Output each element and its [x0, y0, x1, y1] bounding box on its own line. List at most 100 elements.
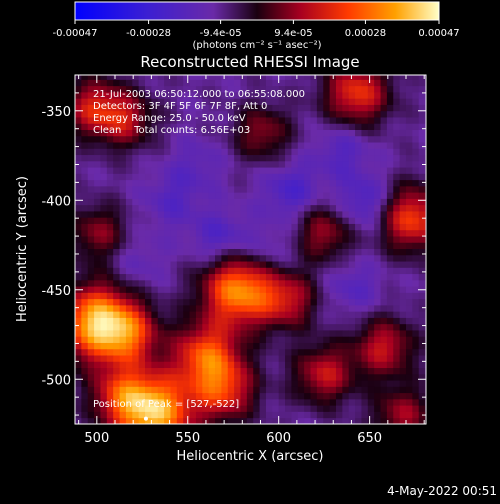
heatmap-cell [253, 355, 260, 362]
heatmap-cell [125, 386, 133, 394]
heatmap-cell [386, 304, 394, 312]
heatmap-cell [189, 173, 197, 181]
heatmap-cell [75, 248, 82, 256]
heatmap-cell [297, 98, 305, 105]
heatmap-cell [291, 160, 299, 168]
heatmap-cell [285, 348, 292, 356]
heatmap-cell [157, 92, 165, 99]
heatmap-cell [215, 355, 222, 362]
heatmap-cell [195, 405, 203, 412]
heatmap-cell [285, 386, 292, 394]
heatmap-cell [195, 110, 203, 118]
heatmap-cell [285, 85, 292, 93]
heatmap-cell [253, 229, 260, 237]
heatmap-cell [202, 92, 210, 99]
heatmap-cell [361, 373, 369, 381]
heatmap-cell [355, 361, 362, 369]
heatmap-cell [227, 129, 235, 137]
heatmap-cell [374, 117, 381, 124]
heatmap-cell [240, 398, 248, 406]
heatmap-cell [329, 92, 337, 99]
heatmap-cell [87, 386, 95, 394]
heatmap-cell [374, 317, 381, 325]
heatmap-cell [221, 92, 229, 99]
heatmap-cell [138, 160, 146, 168]
heatmap-cell [81, 342, 89, 350]
heatmap-cell [113, 98, 120, 105]
heatmap-cell [106, 217, 114, 224]
heatmap-cell [75, 254, 82, 262]
heatmap-cell [221, 98, 229, 105]
heatmap-cell [75, 355, 82, 362]
heatmap-cell [361, 254, 369, 262]
heatmap-cell [412, 304, 420, 312]
heatmap-cell [355, 117, 362, 124]
heatmap-cell [81, 92, 89, 99]
heatmap-cell [125, 292, 133, 300]
heatmap-cell [380, 286, 388, 293]
heatmap-cell [380, 342, 388, 350]
heatmap-cell [234, 373, 241, 381]
heatmap-cell [265, 380, 273, 387]
heatmap-cell [380, 292, 388, 300]
heatmap-cell [234, 142, 241, 149]
heatmap-cell [342, 323, 350, 331]
heatmap-cell [399, 367, 407, 375]
heatmap-cell [342, 92, 350, 99]
heatmap-cell [151, 361, 159, 369]
heatmap-cell [355, 311, 362, 318]
heatmap-cell [176, 75, 184, 80]
heatmap-cell [94, 185, 101, 193]
heatmap-cell [189, 217, 197, 224]
heatmap-cell [100, 173, 108, 181]
heatmap-cell [374, 273, 381, 281]
heatmap-cell [106, 311, 114, 318]
heatmap-cell [151, 160, 159, 168]
heatmap-cell [81, 355, 89, 362]
heatmap-cell [374, 254, 381, 262]
heatmap-cell [399, 135, 407, 143]
heatmap-cell [291, 286, 299, 293]
heatmap-cell [297, 167, 305, 174]
heatmap-cell [297, 85, 305, 93]
heatmap-cell [418, 317, 426, 325]
heatmap-cell [367, 229, 375, 237]
heatmap-cell [170, 179, 178, 187]
heatmap-cell [202, 405, 210, 412]
heatmap-cell [335, 323, 343, 331]
heatmap-cell [221, 160, 229, 168]
heatmap-cell [405, 223, 413, 231]
heatmap-cell [189, 179, 197, 187]
heatmap-cell [113, 117, 120, 124]
heatmap-cell [100, 185, 108, 193]
heatmap-cell [75, 298, 82, 306]
heatmap-cell [234, 167, 241, 174]
heatmap-cell [132, 148, 140, 156]
heatmap-cell [145, 405, 152, 412]
heatmap-cell [380, 317, 388, 325]
heatmap-cell [176, 85, 184, 93]
heatmap-cell [240, 311, 248, 318]
heatmap-cell [335, 211, 343, 218]
heatmap-cell [113, 286, 120, 293]
heatmap-cell [374, 98, 381, 105]
heatmap-cell [100, 229, 108, 237]
heatmap-cell [304, 198, 311, 206]
heatmap-cell [367, 242, 375, 250]
heatmap-cell [291, 317, 299, 325]
heatmap-cell [240, 342, 248, 350]
heatmap-cell [335, 292, 343, 300]
heatmap-cell [227, 117, 235, 124]
heatmap-cell [335, 342, 343, 350]
heatmap-cell [412, 142, 420, 149]
heatmap-cell [183, 142, 190, 149]
heatmap-cell [151, 317, 159, 325]
heatmap-cell [259, 254, 267, 262]
heatmap-cell [189, 117, 197, 124]
heatmap-cell [418, 398, 426, 406]
heatmap-cell [183, 273, 190, 281]
heatmap-cell [183, 75, 190, 80]
heatmap-cell [316, 160, 324, 168]
heatmap-cell [87, 336, 95, 343]
heatmap-cell [227, 267, 235, 275]
